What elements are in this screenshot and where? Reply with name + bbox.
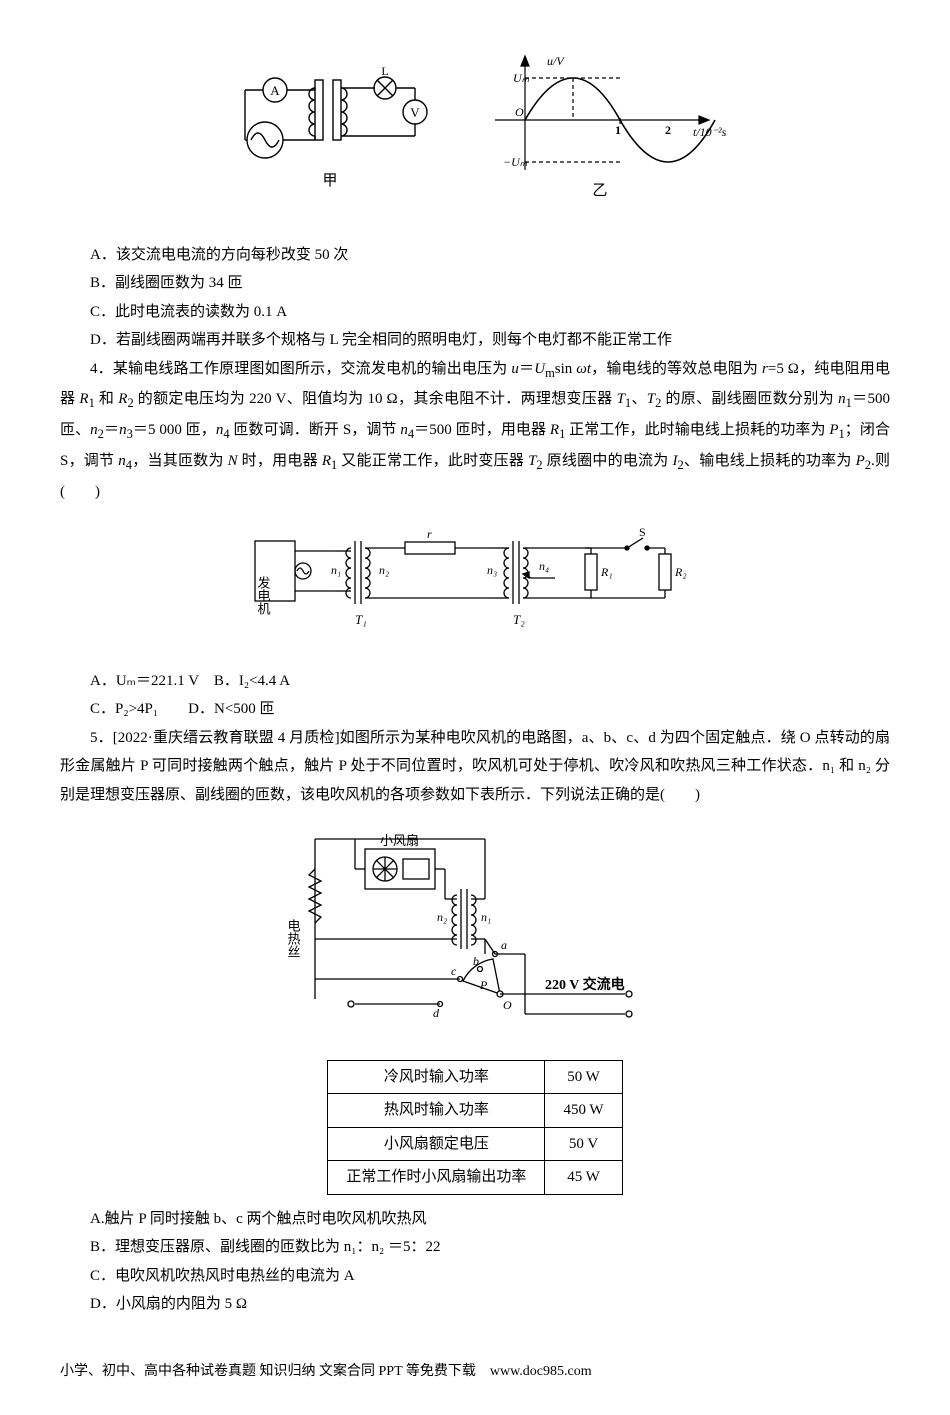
table-row: 热风时输入功率450 W [328, 1094, 622, 1128]
contact-a: a [501, 938, 507, 952]
contact-d: d [433, 1006, 440, 1020]
generator-label: 发电机 [256, 575, 271, 616]
axis-x-label: t/10⁻²s [693, 125, 727, 139]
table-row: 小风扇额定电压50 V [328, 1127, 622, 1161]
x-tick-2: 2 [665, 123, 671, 137]
svg-text:L: L [381, 64, 388, 78]
q3-option-D: D．若副线圈两端再并联多个规格与 L 完全相同的照明电灯，则每个电灯都不能正常工… [60, 326, 890, 355]
r-label: r [427, 527, 432, 541]
q5-option-D: D．小风扇的内阻为 5 Ω [60, 1290, 890, 1319]
svg-text:V: V [410, 105, 420, 120]
x-tick-1: 1 [615, 123, 621, 137]
n3-label: n₃ [487, 563, 497, 577]
svg-text:A: A [270, 83, 280, 98]
y-top-label: Uₘ [513, 71, 530, 85]
q3-option-B: B．副线圈匝数为 34 匝 [60, 269, 890, 298]
T1-label: T₁ [355, 612, 367, 627]
axis-y-label: u/V [547, 54, 565, 68]
q4-text: 4．某输电线路工作原理图如图所示，交流发电机的输出电压为 u＝Umsin ωt，… [60, 355, 890, 507]
q5-option-B: B．理想变压器原、副线圈的匝数比为 n₁：n₂ ＝5：22 [60, 1233, 890, 1262]
n2-label: n₂ [379, 563, 389, 577]
q5-params-table: 冷风时输入功率50 W 热风时输入功率450 W 小风扇额定电压50 V 正常工… [327, 1060, 622, 1195]
fan-label: 小风扇 [380, 833, 419, 848]
n1-label: n₁ [331, 563, 341, 577]
contact-b: b [473, 954, 479, 968]
q5-text: 5．[2022·重庆缙云教育联盟 4 月质检]如图所示为某种电吹风机的电路图，a… [60, 724, 890, 810]
table-row: 冷风时输入功率50 W [328, 1060, 622, 1094]
q5-option-C: C．电吹风机吹热风时电热丝的电流为 A [60, 1262, 890, 1291]
S-label: S [639, 525, 646, 539]
R2-label: R₂ [674, 565, 687, 579]
q4-option-CD: C．P₂>4P₁ D．N<500 匝 [60, 695, 890, 724]
contact-P: P [479, 978, 488, 992]
n4-label: n₄ [539, 559, 549, 573]
figure-q4: 发电机 n₁ n₂ r n₃ n₄ T₁ T₂ R₁ R₂ S [60, 516, 890, 657]
page-footer: 小学、初中、高中各种试卷真题 知识归纳 文案合同 PPT 等免费下载 www.d… [60, 1359, 890, 1386]
figure-q3: A L V 甲 [60, 50, 890, 231]
contact-c: c [451, 964, 457, 978]
fig1-label-right: 乙 [592, 183, 607, 199]
q3-option-A: A．该交流电电流的方向每秒改变 50 次 [60, 241, 890, 270]
origin-label: O [515, 105, 524, 119]
q5-n1: n₁ [481, 910, 491, 924]
fig1-label-left: 甲 [322, 173, 337, 189]
ac-label: 220 V 交流电 [545, 976, 625, 993]
R1-label: R₁ [600, 565, 613, 579]
q5-option-A: A.触片 P 同时接触 b、c 两个触点时电吹风机吹热风 [60, 1205, 890, 1234]
q3-option-C: C．此时电流表的读数为 0.1 A [60, 298, 890, 327]
q5-n2: n₂ [437, 910, 447, 924]
T2-label: T₂ [513, 612, 525, 627]
y-bot-label: −Uₘ [503, 155, 528, 169]
table-row: 正常工作时小风扇输出功率45 W [328, 1161, 622, 1195]
heater-label: 电热丝 [286, 919, 301, 958]
figure-q5: 电热丝 小风扇 n₂ n₁ a b c d O P 220 V 交流电 [60, 819, 890, 1050]
q4-option-AB: A．Uₘ＝221.1 V B．I₂<4.4 A [60, 667, 890, 696]
contact-O: O [503, 998, 512, 1012]
